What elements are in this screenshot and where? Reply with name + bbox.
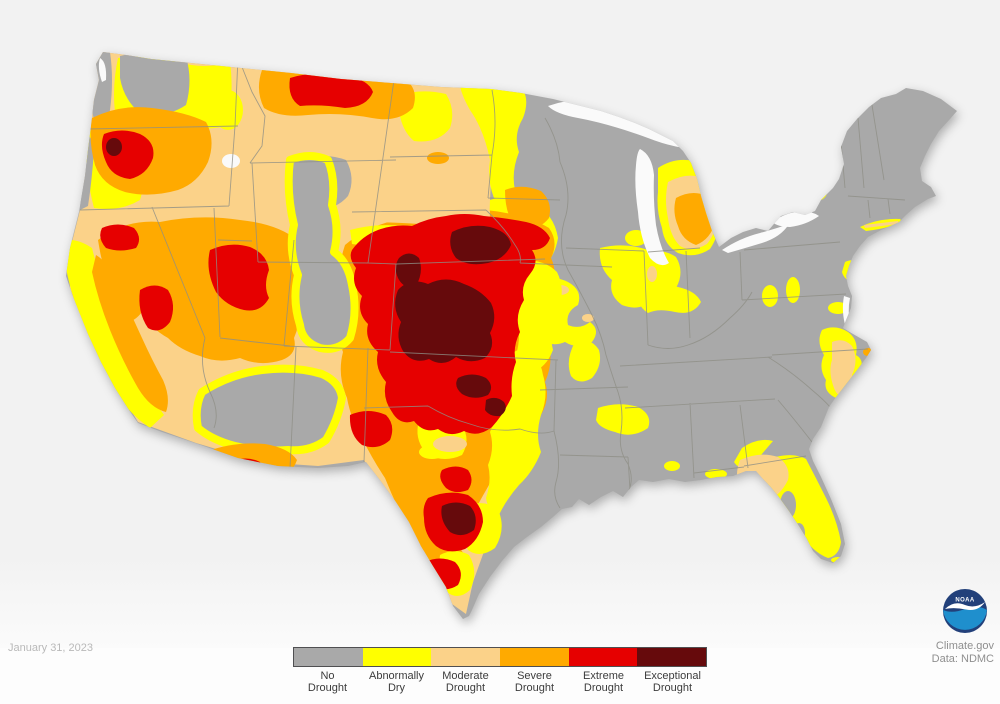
- drought-layers: [66, 52, 906, 614]
- legend-swatch-extreme-drought: [568, 648, 638, 666]
- legend-color-bar: [293, 647, 707, 667]
- map-date: January 31, 2023: [8, 642, 94, 654]
- legend-labels: No Drought Abnormally Dry Moderate Drought …: [293, 670, 707, 694]
- legend-swatch-exceptional-drought: [637, 648, 707, 666]
- drought-legend: No Drought Abnormally Dry Moderate Drought …: [293, 647, 707, 694]
- no-drought-halo-islands: [192, 152, 359, 455]
- noaa-logo-text: NOAA: [955, 598, 975, 604]
- noaa-logo: NOAA: [943, 589, 987, 633]
- noaa-wave: [943, 606, 987, 630]
- legend-swatch-moderate-drought: [431, 648, 501, 666]
- state-borders: [79, 56, 906, 509]
- credit-data: Data: NDMC: [931, 653, 994, 665]
- drought-layer-exceptional: [106, 138, 511, 536]
- legend-label-severe-drought: Severe Drought: [514, 670, 555, 694]
- legend-label-no-drought: No Drought: [307, 670, 348, 694]
- map-credits: Climate.gov Data: NDMC: [932, 640, 994, 666]
- legend-label-extreme-drought: Extreme Drought: [583, 670, 624, 694]
- legend-swatch-severe-drought: [500, 648, 569, 666]
- legend-label-exceptional-drought: Exceptional Drought: [644, 670, 701, 694]
- legend-swatch-no-drought: [294, 648, 363, 666]
- legend-swatch-abnormally-dry: [362, 648, 432, 666]
- credit-source: Climate.gov: [935, 640, 994, 652]
- legend-label-abnormally-dry: Abnormally Dry: [368, 670, 425, 694]
- noaa-seagull-icon: [945, 602, 985, 610]
- legend-label-moderate-drought: Moderate Drought: [442, 670, 489, 694]
- us-drought-map: [0, 0, 1000, 648]
